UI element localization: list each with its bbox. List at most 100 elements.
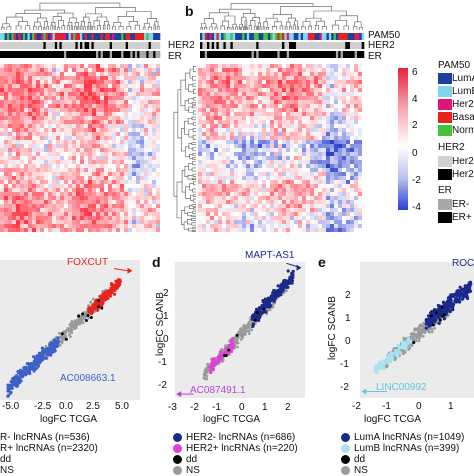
heatmap-cell xyxy=(226,176,230,180)
heatmap-cell xyxy=(24,208,28,212)
heatmap-cell xyxy=(24,220,28,224)
heatmap-cell xyxy=(346,72,350,76)
heatmap-cell xyxy=(346,148,350,152)
heatmap-cell xyxy=(318,148,322,152)
dendrogram-branch xyxy=(193,181,196,186)
heatmap-cell xyxy=(48,200,52,204)
heatmap-cell xyxy=(88,176,92,180)
heatmap-cell xyxy=(112,204,116,208)
heatmap-cell xyxy=(12,68,16,72)
heatmap-cell xyxy=(64,152,68,156)
heatmap-cell xyxy=(108,64,112,68)
heatmap-cell xyxy=(84,168,88,172)
heatmap-cell xyxy=(96,224,100,228)
heatmap-cell xyxy=(8,196,12,200)
heatmap-cell xyxy=(314,140,318,144)
heatmap-cell xyxy=(16,92,20,96)
scatter-point-er-pos xyxy=(18,368,23,372)
heatmap-cell xyxy=(0,84,4,88)
heatmap-cell xyxy=(32,220,36,224)
heatmap-cell xyxy=(72,128,76,132)
heatmap-cell xyxy=(322,200,326,204)
heatmap-cell xyxy=(214,176,218,180)
heatmap-cell xyxy=(286,100,290,104)
heatmap-cell xyxy=(100,92,104,96)
heatmap-cell xyxy=(218,220,222,224)
heatmap-cell xyxy=(254,192,258,196)
heatmap-cell xyxy=(132,156,136,160)
heatmap-cell xyxy=(286,160,290,164)
heatmap-cell xyxy=(124,176,128,180)
heatmap-cell xyxy=(358,100,362,104)
pam50-track-cell xyxy=(270,33,273,40)
heatmap-cell xyxy=(24,228,28,232)
heatmap-cell xyxy=(32,200,36,204)
heatmap-cell xyxy=(350,88,354,92)
heatmap-cell xyxy=(346,216,350,220)
heatmap-cell xyxy=(92,168,96,172)
heatmap-cell xyxy=(156,88,160,92)
heatmap-cell xyxy=(314,196,318,200)
heatmap-cell xyxy=(56,104,60,108)
heatmap-cell xyxy=(334,144,338,148)
heatmap-cell xyxy=(4,88,8,92)
dendrogram-branch xyxy=(221,20,230,28)
heatmap-cell xyxy=(156,224,160,228)
heatmap-cell xyxy=(72,176,76,180)
pam50-track-cell xyxy=(114,33,117,40)
heatmap-cell xyxy=(214,208,218,212)
heatmap-cell xyxy=(254,136,258,140)
heatmap-cell xyxy=(278,192,282,196)
heatmap-cell xyxy=(330,72,334,76)
heatmap-cell xyxy=(306,68,310,72)
heatmap-cell xyxy=(330,68,334,72)
heatmap-cell xyxy=(144,88,148,92)
heatmap-cell xyxy=(286,132,290,136)
heatmap-cell xyxy=(358,68,362,72)
er-track-cell xyxy=(204,51,208,58)
scatter-point-er-pos xyxy=(31,363,35,367)
heatmap-cell xyxy=(314,72,318,76)
heatmap-cell xyxy=(346,112,350,116)
heatmap-cell xyxy=(342,92,346,96)
heatmap-cell xyxy=(198,132,202,136)
heatmap-cell xyxy=(214,192,218,196)
her2-track-cell xyxy=(36,42,40,49)
dendrogram-branch xyxy=(343,25,349,30)
heatmap-cell xyxy=(132,172,136,176)
heatmap-cell xyxy=(8,200,12,204)
heatmap-cell xyxy=(60,84,64,88)
heatmap-cell xyxy=(8,96,12,100)
heatmap-cell xyxy=(294,144,298,148)
heatmap-cell xyxy=(44,220,48,224)
pam50-track-cell xyxy=(342,33,346,40)
heatmap-cell xyxy=(326,124,330,128)
heatmap-cell xyxy=(24,180,28,184)
heatmap-cell xyxy=(100,144,104,148)
heatmap-cell xyxy=(144,164,148,168)
heatmap-cell xyxy=(132,176,136,180)
heatmap-cell xyxy=(254,96,258,100)
heatmap-cell xyxy=(270,156,274,160)
heatmap-cell xyxy=(198,140,202,144)
heatmap-cell xyxy=(314,148,318,152)
dendrogram-branch xyxy=(61,25,66,30)
heatmap-cell xyxy=(274,204,278,208)
heatmap-cell xyxy=(306,124,310,128)
heatmap-cell xyxy=(350,176,354,180)
heatmap-cell xyxy=(258,188,262,192)
heatmap-cell xyxy=(246,96,250,100)
heatmap-cell xyxy=(278,220,282,224)
heatmap-cell xyxy=(278,120,282,124)
heatmap-cell xyxy=(326,212,330,216)
heatmap-cell xyxy=(112,216,116,220)
pam50-track-cell xyxy=(244,33,248,40)
heatmap-cell xyxy=(286,148,290,152)
her2-track-cell xyxy=(291,42,295,49)
pam50-track-cell xyxy=(146,33,149,40)
heatmap-cell xyxy=(350,132,354,136)
heatmap-cell xyxy=(0,228,4,232)
heatmap-cell xyxy=(136,184,140,188)
dendrogram-branch xyxy=(53,25,56,30)
heatmap-cell xyxy=(16,140,20,144)
